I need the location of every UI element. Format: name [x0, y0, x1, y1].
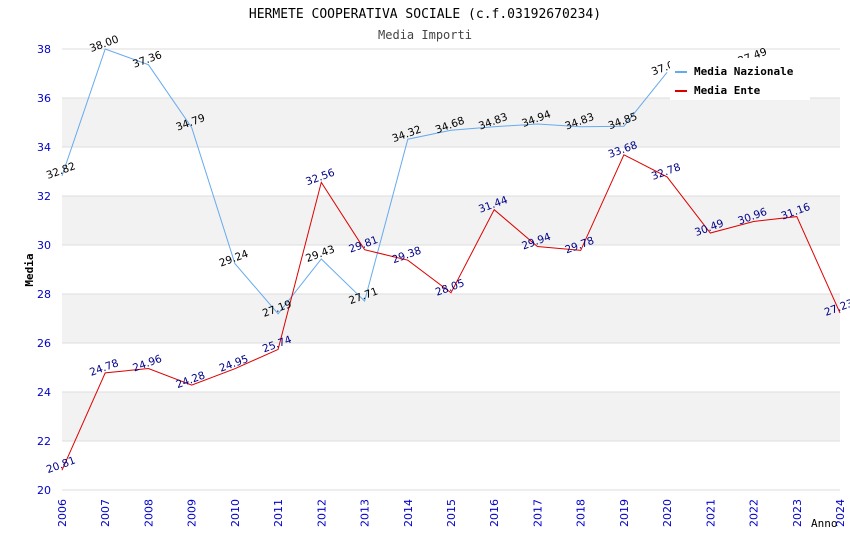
y-tick-label: 22	[37, 435, 51, 448]
x-tick-label: 2009	[186, 499, 199, 527]
x-tick-label: 2016	[488, 499, 501, 527]
x-tick-label: 2019	[618, 499, 631, 527]
y-axis-ticks: 20 22 24 26 28 30 32 34 36 38	[37, 43, 51, 497]
x-tick-label: 2011	[272, 499, 285, 527]
x-tick-label: 2013	[359, 499, 372, 527]
y-tick-label: 30	[37, 239, 51, 252]
x-tick-label: 2010	[229, 499, 242, 527]
grid-band	[62, 294, 840, 343]
grid-lines	[62, 48, 840, 491]
grid-band	[62, 245, 840, 294]
x-tick-label: 2014	[402, 499, 415, 527]
x-axis-label: Anno	[811, 517, 838, 530]
grid-band	[62, 98, 840, 147]
x-tick-label: 2017	[531, 499, 544, 527]
grid-band	[62, 392, 840, 441]
x-tick-label: 2008	[142, 499, 155, 527]
grid-band	[62, 147, 840, 196]
x-tick-label: 2021	[704, 499, 717, 527]
y-tick-label: 38	[37, 43, 51, 56]
y-axis-label: Media	[23, 253, 36, 286]
y-tick-label: 36	[37, 92, 51, 105]
x-tick-label: 2022	[748, 499, 761, 527]
grid-bands	[62, 49, 840, 490]
x-tick-label: 2006	[56, 499, 69, 527]
x-tick-label: 2023	[791, 499, 804, 527]
x-axis-ticks: 2006 2007 2008 2009 2010 2011 2012 2013 2014 2015…	[56, 499, 847, 527]
legend-box	[670, 58, 810, 100]
legend-label-media-ente: Media Ente	[694, 84, 761, 97]
x-tick-label: 2015	[445, 499, 458, 527]
x-tick-label: 2020	[661, 499, 674, 527]
legend: Media Nazionale Media Ente	[670, 58, 810, 100]
y-tick-label: 26	[37, 337, 51, 350]
x-tick-label: 2012	[315, 499, 328, 527]
y-tick-label: 32	[37, 190, 51, 203]
y-tick-label: 20	[37, 484, 51, 497]
series-line-media-ente	[61, 154, 841, 471]
y-tick-label: 28	[37, 288, 51, 301]
legend-label-media-nazionale: Media Nazionale	[694, 65, 794, 78]
x-tick-label: 2007	[99, 499, 112, 527]
grid-band	[62, 343, 840, 392]
x-tick-label: 2024	[834, 499, 847, 527]
chart-subtitle: Media Importi	[378, 28, 472, 42]
y-tick-label: 24	[37, 386, 51, 399]
grid-band	[62, 196, 840, 245]
y-tick-label: 34	[37, 141, 51, 154]
x-tick-label: 2018	[575, 499, 588, 527]
series-lines	[61, 48, 841, 471]
grid-band	[62, 441, 840, 490]
series-line-media-nazionale	[61, 48, 668, 315]
chart-title: HERMETE COOPERATIVA SOCIALE (c.f.0319267…	[249, 7, 601, 22]
